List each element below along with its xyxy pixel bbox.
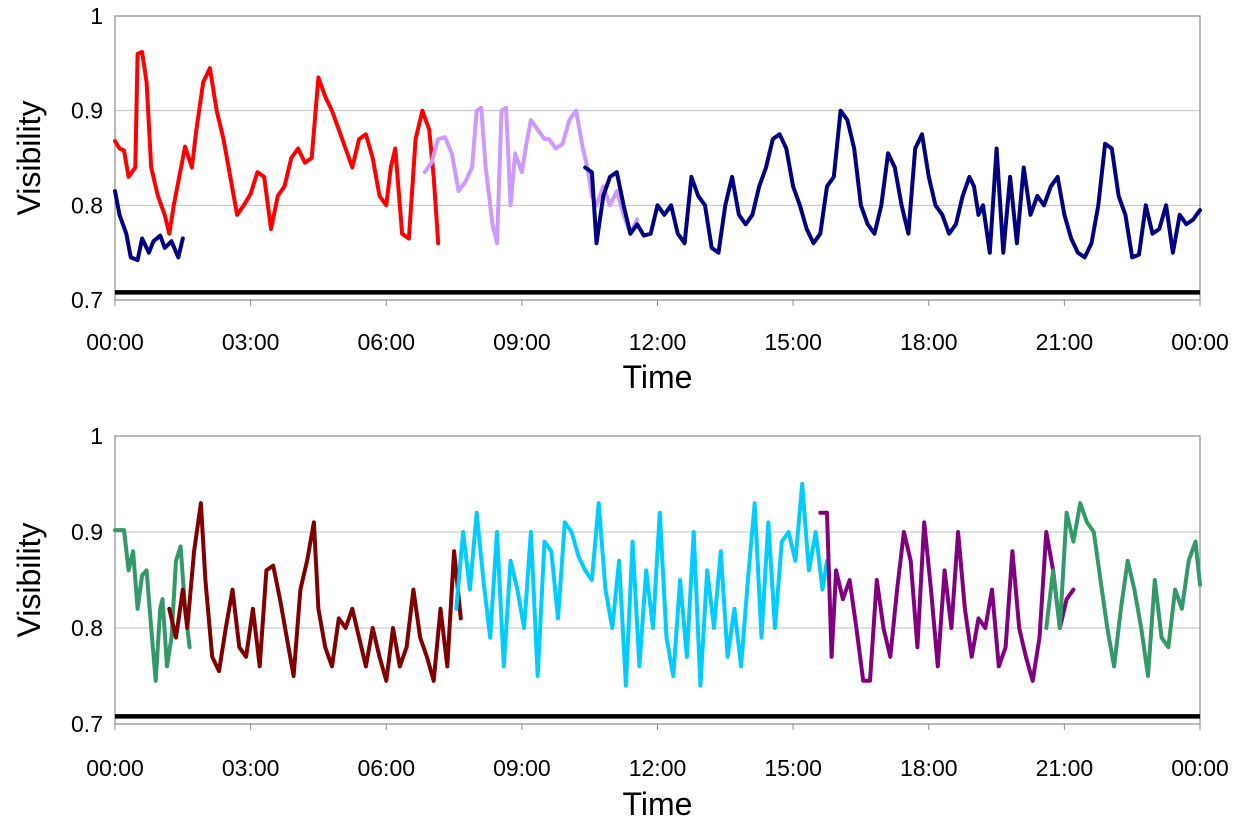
chart-2-x-axis-title: Time xyxy=(623,786,693,822)
chart-2-x-tick-label: 15:00 xyxy=(764,755,822,781)
chart-1-y-tick-label: 1 xyxy=(90,3,103,29)
chart-2-x-tick-label: 03:00 xyxy=(222,755,280,781)
chart-1-x-tick-label: 00:00 xyxy=(86,329,144,355)
chart-1-x-tick-label: 00:00 xyxy=(1171,329,1229,355)
chart-2-x-tick-label: 21:00 xyxy=(1036,755,1094,781)
chart-2-x-tick-label: 12:00 xyxy=(629,755,687,781)
chart-1-y-tick-label: 0.9 xyxy=(71,98,103,124)
chart-1-x-tick-label: 18:00 xyxy=(900,329,958,355)
chart-2-series-2-line xyxy=(167,501,463,683)
chart-1-series-3-line xyxy=(422,105,640,246)
chart-1-x-axis-title: Time xyxy=(623,359,693,395)
chart-2-x-tick-label: 06:00 xyxy=(357,755,415,781)
chart-2-x-tick-label: 18:00 xyxy=(900,755,958,781)
chart-2-y-tick-label: 0.8 xyxy=(71,615,103,641)
chart-1-plot-frame xyxy=(114,15,1201,301)
chart-2-x-tick-label: 00:00 xyxy=(86,755,144,781)
chart-1-series-2-line xyxy=(113,50,441,246)
chart-1-x-tick-label: 09:00 xyxy=(493,329,551,355)
chart-1-x-tick-label: 21:00 xyxy=(1036,329,1094,355)
chart-1-x-tick-label: 12:00 xyxy=(629,329,687,355)
chart-2-y-tick-label: 1 xyxy=(90,423,103,449)
chart-1-y-tick-label: 0.7 xyxy=(71,287,103,313)
chart-2-series-3-line xyxy=(454,482,829,688)
chart-2-y-tick-label: 0.7 xyxy=(71,711,103,737)
chart-2-series-5-line xyxy=(1044,501,1202,678)
chart-1-x-tick-label: 06:00 xyxy=(357,329,415,355)
chart-2-series-4-line xyxy=(818,510,1076,683)
chart-1-series-1-line xyxy=(113,189,185,263)
chart-2-y-axis-title: Visibility xyxy=(11,523,47,638)
chart-1-series-4-line xyxy=(583,108,1202,260)
chart-2-x-tick-label: 00:00 xyxy=(1171,755,1229,781)
chart-2-y-tick-label: 0.9 xyxy=(71,519,103,545)
chart-2-x-tick-label: 09:00 xyxy=(493,755,551,781)
chart-1-y-axis-title: Visibility xyxy=(11,101,47,216)
chart-1-x-tick-label: 03:00 xyxy=(222,329,280,355)
chart-1-y-tick-label: 0.8 xyxy=(71,192,103,218)
chart-1-x-tick-label: 15:00 xyxy=(764,329,822,355)
chart-2-series-1-line xyxy=(113,528,192,683)
